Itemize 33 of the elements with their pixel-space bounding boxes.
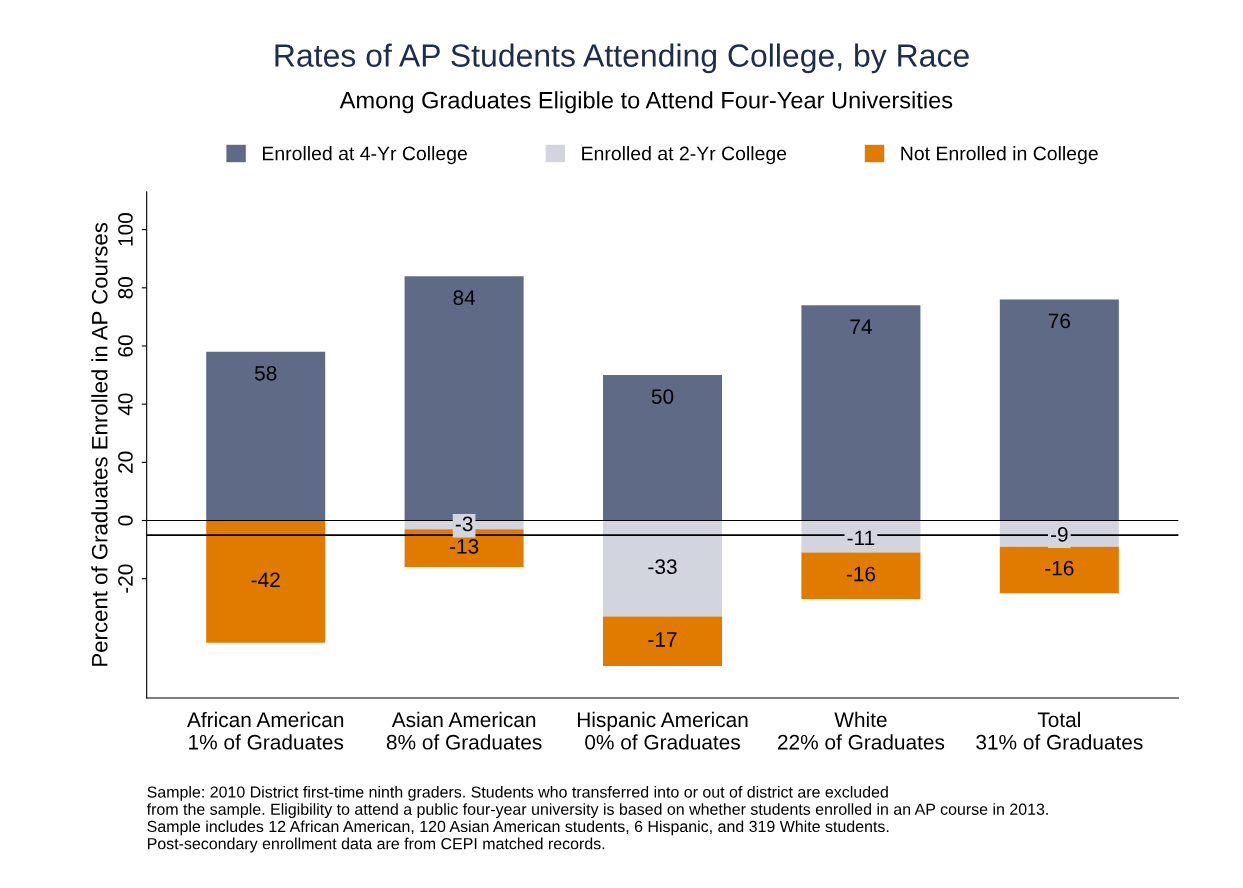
x-tick-label: African American 1% of Graduates <box>187 711 344 750</box>
text: Sample: 2010 District first-time ninth graders. Students who transferred into or out of district are excluded from the sample. Eligibility to attend a public four-year university is based on whether students enrolled in an AP course in 2013. Sample includes 12 African American, 120 Asian American students, 6 Hispanic, and 319 White students. Post-secondary enrollment data are from CEPI matched records. <box>146 785 1048 853</box>
x-tick-label: Total 31% of Graduates <box>976 711 1143 750</box>
y-tick-label: 60 <box>118 335 133 357</box>
y-tick-label: 40 <box>118 393 133 416</box>
y-tick-label: -20 <box>118 564 133 593</box>
data-label: -33 <box>648 559 677 575</box>
x-tick-label: Asian American 8% of Graduates <box>386 711 542 750</box>
x-tick-label: Hispanic American 0% of Graduates <box>577 711 748 750</box>
data-label: -16 <box>1045 560 1074 576</box>
data-label: -42 <box>251 572 280 587</box>
y-tick-label: 20 <box>118 451 133 473</box>
data-label: 84 <box>453 290 476 306</box>
data-label: 74 <box>850 319 872 334</box>
y-tick-label: 0 <box>118 515 133 526</box>
y-tick-label: 80 <box>118 277 133 299</box>
data-label: -17 <box>648 632 677 647</box>
data-label: -16 <box>846 566 876 582</box>
legend-label: Enrolled at 2-Yr College <box>582 146 787 165</box>
legend-label: Not Enrolled in College <box>901 146 1098 165</box>
data-label: 50 <box>651 389 674 404</box>
legend-label: Enrolled at 4-Yr College <box>262 146 467 165</box>
data-label: 58 <box>254 365 277 381</box>
chart-title: Rates of AP Students Attending College, by Race <box>275 43 969 74</box>
data-label: 76 <box>1048 313 1070 329</box>
data-label: -13 <box>449 539 479 554</box>
data-label: -9 <box>1050 527 1068 542</box>
x-tick-label: White 22% of Graduates <box>778 711 945 750</box>
data-label: -11 <box>847 530 875 546</box>
y-axis-title: Percent of Graduates Enrolled in AP Courses <box>91 222 108 666</box>
data-label: -3 <box>455 516 473 532</box>
y-tick-label: 100 <box>118 213 133 246</box>
chart-subtitle: Among Graduates Eligible to Attend Four-Year Universities <box>339 91 953 114</box>
